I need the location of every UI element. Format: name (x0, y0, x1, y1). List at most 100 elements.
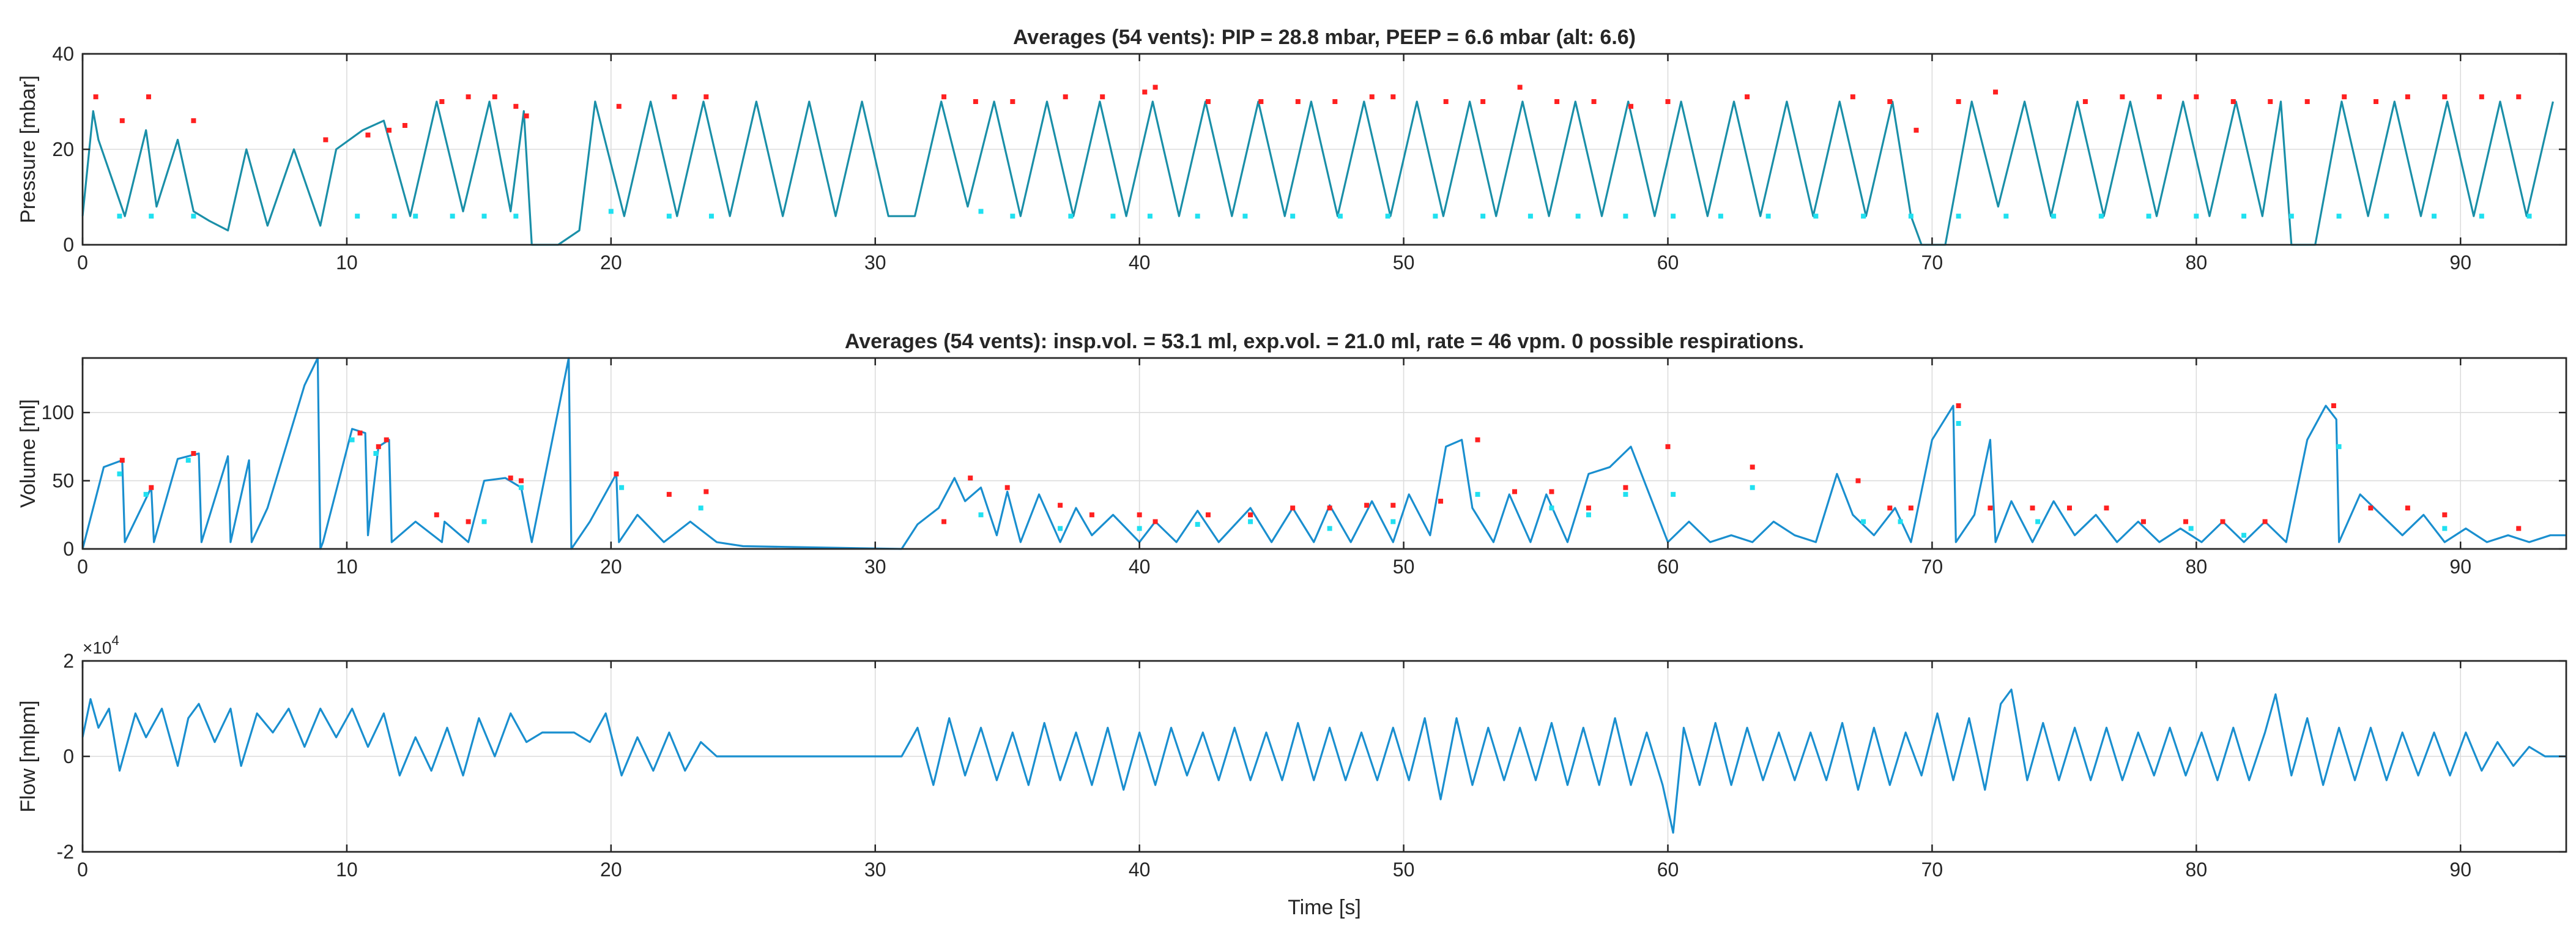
pressure-marker-peep-markers (2098, 214, 2104, 219)
pressure-marker-peep-markers (2526, 214, 2532, 219)
pressure-marker-pip-markers (1517, 84, 1523, 90)
volume-marker-insp-markers (2516, 526, 2522, 531)
pressure-marker-peep-markers (2479, 214, 2484, 219)
pressure-marker-peep-markers (2336, 214, 2342, 219)
pressure-marker-peep-markers (708, 214, 714, 219)
volume-marker-exp-markers (117, 471, 122, 477)
pressure-x-tick-label: 50 (1393, 252, 1415, 274)
volume-marker-insp-markers (1887, 505, 1893, 511)
pressure-marker-pip-markers (439, 99, 445, 104)
pressure-marker-pip-markers (2120, 94, 2125, 100)
volume-marker-insp-markers (1855, 478, 1861, 483)
volume-marker-exp-markers (1956, 420, 1961, 426)
volume-marker-insp-markers (1290, 505, 1296, 511)
volume-marker-insp-markers (968, 475, 973, 481)
flow-exponent-power: 4 (112, 633, 119, 648)
volume-marker-insp-markers (508, 475, 513, 481)
volume-marker-exp-markers (1750, 485, 1755, 490)
pressure-marker-peep-markers (1385, 214, 1390, 219)
pressure-marker-pip-markers (323, 137, 328, 143)
volume-marker-insp-markers (2442, 512, 2448, 518)
pressure-marker-peep-markers (666, 214, 672, 219)
pressure-marker-pip-markers (2082, 99, 2088, 104)
pressure-marker-pip-markers (1153, 84, 1158, 90)
pressure-x-tick-label: 40 (1129, 252, 1151, 274)
flow-y-tick-label: 2 (63, 650, 74, 672)
pressure-y-tick-label: 0 (63, 234, 74, 256)
volume-x-tick-label: 30 (864, 556, 886, 578)
pressure-marker-peep-markers (513, 214, 519, 219)
volume-marker-insp-markers (1004, 485, 1010, 490)
pressure-marker-pip-markers (1913, 127, 1919, 133)
pressure-marker-pip-markers (2405, 94, 2410, 100)
pressure-x-tick-label: 0 (77, 252, 88, 274)
volume-x-tick-label: 20 (600, 556, 622, 578)
pressure-marker-pip-markers (2156, 94, 2162, 100)
pressure-marker-peep-markers (2194, 214, 2199, 219)
pressure-marker-peep-markers (1575, 214, 1581, 219)
volume-marker-insp-markers (1153, 519, 1158, 524)
volume-marker-insp-markers (703, 489, 709, 494)
volume-x-tick-label: 40 (1129, 556, 1151, 578)
volume-marker-exp-markers (349, 437, 355, 442)
volume-marker-exp-markers (2188, 526, 2194, 531)
pressure-marker-peep-markers (2288, 214, 2294, 219)
pressure-x-tick-label: 20 (600, 252, 622, 274)
volume-marker-insp-markers (1137, 512, 1142, 518)
pressure-marker-pip-markers (119, 118, 125, 124)
pressure-marker-pip-markers (1480, 99, 1486, 104)
pressure-marker-pip-markers (402, 123, 407, 128)
pressure-marker-pip-markers (1628, 103, 1634, 109)
volume-marker-insp-markers (2405, 505, 2410, 511)
pressure-marker-pip-markers (1100, 94, 1105, 100)
volume-marker-insp-markers (357, 430, 363, 436)
pressure-marker-peep-markers (1718, 214, 1723, 219)
volume-marker-exp-markers (698, 505, 703, 511)
volume-marker-insp-markers (1549, 489, 1554, 494)
flow-x-tick-label: 40 (1129, 859, 1151, 881)
pressure-marker-pip-markers (387, 127, 392, 133)
pressure-marker-pip-markers (1665, 99, 1671, 104)
volume-marker-exp-markers (2442, 526, 2448, 531)
pressure-marker-pip-markers (191, 118, 196, 124)
volume-plot-area (81, 357, 2567, 550)
volume-marker-insp-markers (2067, 505, 2072, 511)
volume-marker-exp-markers (2336, 444, 2342, 449)
pressure-marker-peep-markers (1480, 214, 1486, 219)
flow-x-tick-label: 50 (1393, 859, 1415, 881)
pressure-marker-pip-markers (365, 132, 371, 138)
volume-marker-insp-markers (1475, 437, 1480, 442)
volume-marker-exp-markers (1058, 526, 1063, 531)
volume-marker-exp-markers (1623, 491, 1628, 497)
pressure-marker-peep-markers (392, 214, 397, 219)
pressure-marker-peep-markers (1068, 214, 1074, 219)
pressure-marker-pip-markers (1554, 99, 1560, 104)
pressure-x-tick-label: 70 (1921, 252, 1943, 274)
pressure-x-tick-label: 30 (864, 252, 886, 274)
volume-marker-exp-markers (1861, 519, 1866, 524)
flow-y-tick-label: 0 (63, 745, 74, 767)
volume-marker-insp-markers (1956, 403, 1961, 408)
pressure-marker-pip-markers (1850, 94, 1855, 100)
pressure-marker-peep-markers (1765, 214, 1771, 219)
pressure-marker-peep-markers (450, 214, 455, 219)
volume-marker-exp-markers (1898, 519, 1903, 524)
pressure-marker-pip-markers (1443, 99, 1449, 104)
volume-y-tick-label: 0 (63, 538, 74, 560)
flow-x-tick-label: 90 (2449, 859, 2471, 881)
pressure-marker-pip-markers (1390, 94, 1396, 100)
volume-marker-insp-markers (2368, 505, 2374, 511)
volume-marker-insp-markers (434, 512, 439, 518)
pressure-marker-pip-markers (672, 94, 677, 100)
volume-marker-exp-markers (481, 519, 487, 524)
volume-marker-exp-markers (1671, 491, 1676, 497)
volume-marker-exp-markers (2241, 532, 2247, 538)
pressure-title: Averages (54 vents): PIP = 28.8 mbar, PE… (1013, 26, 1636, 49)
pressure-marker-pip-markers (1887, 99, 1893, 104)
pressure-marker-pip-markers (1745, 94, 1750, 100)
volume-x-tick-label: 50 (1393, 556, 1415, 578)
flow-x-tick-label: 30 (864, 859, 886, 881)
pressure-marker-pip-markers (2268, 99, 2273, 104)
volume-marker-insp-markers (466, 519, 471, 524)
